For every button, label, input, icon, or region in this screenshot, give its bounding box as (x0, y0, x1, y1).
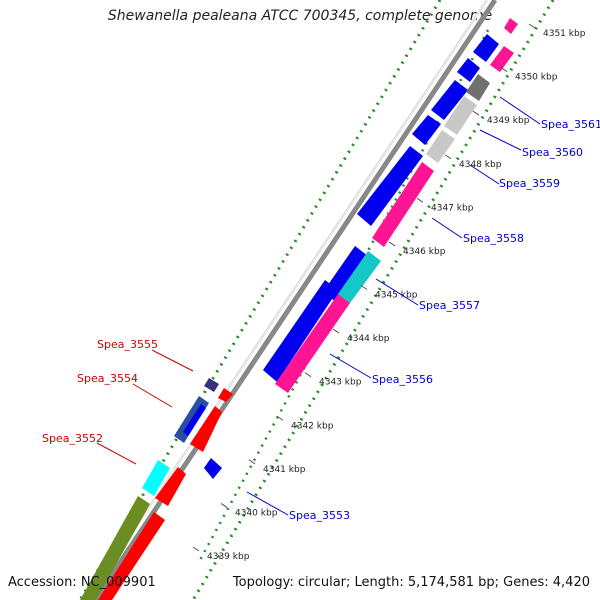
gene-block[interactable] (357, 146, 423, 226)
tick-mark (220, 503, 228, 508)
gene-block[interactable] (142, 460, 170, 496)
gene-block[interactable] (444, 96, 477, 135)
gene-label-reverse[interactable]: Spea_3552 (42, 432, 103, 445)
tick-mark (528, 23, 536, 29)
leader-line (329, 353, 372, 379)
genome-title: Shewanella pealeana ATCC 700345, complet… (107, 8, 493, 24)
gene-label-forward[interactable]: Spea_3558 (463, 232, 524, 245)
gene-block[interactable] (457, 58, 480, 82)
gene-label-forward[interactable]: Spea_3559 (499, 177, 560, 190)
gene-block[interactable] (372, 162, 434, 247)
gene-block[interactable] (204, 378, 219, 392)
tick-label: 4350 kbp (515, 73, 558, 83)
tick-label: 4351 kbp (543, 29, 586, 39)
gene-block[interactable] (473, 34, 499, 62)
leader-line (96, 442, 137, 465)
gene-block[interactable] (80, 496, 150, 600)
tick-marks (192, 23, 536, 552)
tick-label: 4340 kbp (235, 508, 278, 518)
tick-labels: 4339 kbp 4340 kbp 4341 kbp 4342 kbp 4343 kbp… (207, 29, 586, 562)
tick-mark (304, 372, 312, 378)
gene-block[interactable] (412, 115, 441, 145)
tick-mark (416, 197, 424, 203)
gene-block[interactable] (98, 512, 165, 600)
accession-text: Accession: NC_009901 (8, 575, 156, 590)
gene-block[interactable] (204, 458, 222, 479)
gene-block[interactable] (466, 74, 490, 101)
leader-line (375, 278, 419, 306)
leader-line (499, 96, 541, 125)
gene-block[interactable] (183, 404, 206, 436)
tick-mark (332, 328, 340, 334)
gene-block[interactable] (218, 388, 233, 402)
tick-mark (388, 241, 396, 247)
tick-mark (500, 67, 508, 72)
gene-block[interactable] (155, 467, 186, 506)
tick-label: 4343 kbp (319, 378, 362, 388)
gene-label-reverse[interactable]: Spea_3555 (97, 338, 158, 351)
tick-label: 4346 kbp (403, 247, 446, 257)
tick-mark (248, 459, 256, 465)
tick-mark (276, 415, 284, 421)
leader-line (246, 491, 289, 516)
gene-label-forward[interactable]: Spea_3560 (522, 146, 583, 159)
gene-label-forward[interactable]: Spea_3557 (419, 299, 480, 312)
gene-block[interactable] (338, 251, 381, 303)
gene-block[interactable] (190, 406, 222, 452)
tick-label: 4342 kbp (291, 421, 334, 431)
gene-block[interactable] (431, 80, 468, 120)
leader-line (479, 129, 522, 151)
tick-label: 4345 kbp (375, 291, 418, 301)
gene-block[interactable] (263, 280, 338, 382)
tick-label: 4341 kbp (263, 465, 306, 475)
gene-block[interactable] (504, 18, 518, 34)
tick-label: 4347 kbp (431, 203, 474, 213)
tick-mark (360, 285, 368, 290)
leader-line (431, 217, 463, 239)
leader-line (132, 383, 173, 408)
backbone-inner (85, 0, 489, 600)
tick-label: 4349 kbp (487, 116, 530, 126)
leader-line (469, 164, 500, 185)
gene-block[interactable] (426, 130, 455, 163)
gene-labels: Spea_3561 Spea_3560 Spea_3559 Spea_3558 … (42, 96, 600, 522)
tick-label: 4339 kbp (207, 552, 250, 562)
leader-line (151, 349, 194, 372)
tick-mark (444, 154, 452, 160)
gene-block[interactable] (275, 294, 350, 393)
gene-label-forward[interactable]: Spea_3561 (541, 118, 600, 131)
genome-summary-text: Topology: circular; Length: 5,174,581 bp… (232, 575, 590, 590)
gene-label-forward[interactable]: Spea_3556 (372, 373, 433, 386)
gene-block[interactable] (490, 46, 514, 72)
tick-label: 4344 kbp (347, 334, 390, 344)
tick-mark (472, 110, 480, 116)
tick-mark (192, 546, 200, 552)
tick-label: 4348 kbp (459, 160, 502, 170)
gene-label-reverse[interactable]: Spea_3554 (77, 372, 138, 385)
gene-label-forward[interactable]: Spea_3553 (289, 509, 350, 522)
gene-block[interactable] (323, 246, 368, 302)
